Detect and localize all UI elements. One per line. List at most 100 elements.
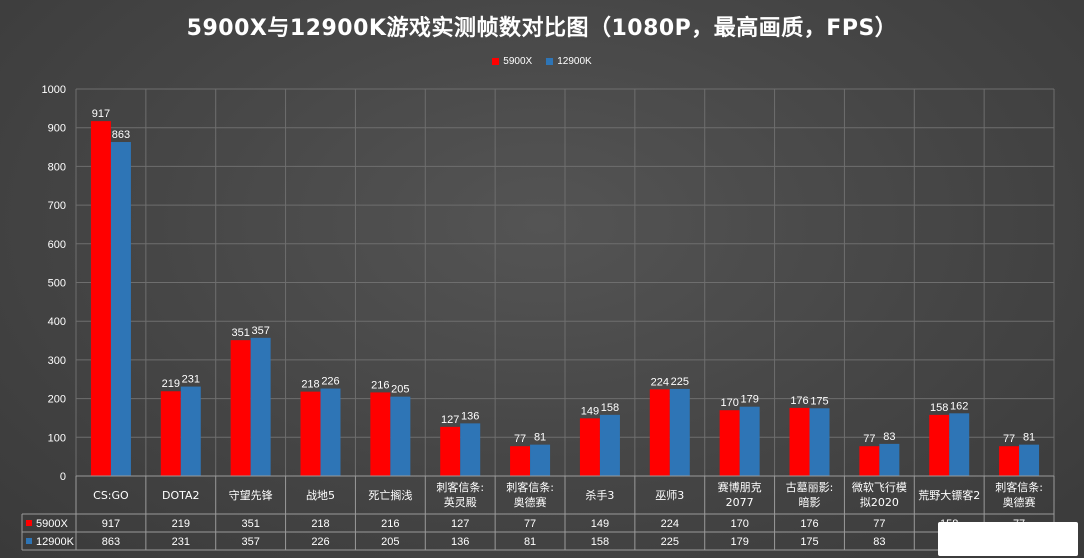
bar-12900k bbox=[460, 423, 481, 476]
y-tick-label: 900 bbox=[48, 123, 66, 135]
table-cell: 917 bbox=[102, 518, 120, 530]
y-tick-label: 800 bbox=[48, 161, 66, 173]
bar-5900x bbox=[440, 426, 461, 476]
y-tick-label: 500 bbox=[48, 278, 66, 290]
table-cell: 136 bbox=[451, 536, 469, 548]
bar-12900k bbox=[390, 396, 411, 476]
category-label: 战地5 bbox=[306, 489, 335, 502]
chart-title: 5900X与12900K游戏实测帧数对比图（1080P，最高画质，FPS） bbox=[186, 16, 898, 41]
table-cell: 205 bbox=[381, 536, 399, 548]
bar-12900k bbox=[879, 443, 900, 476]
bar-12900k bbox=[949, 413, 970, 476]
bar-5900x bbox=[160, 391, 181, 476]
category-label: CS:GO bbox=[93, 489, 129, 502]
table-cell: 149 bbox=[591, 518, 609, 530]
bar-12900k bbox=[809, 408, 830, 476]
bar-5900x bbox=[370, 392, 391, 476]
data-label-12900k: 81 bbox=[534, 432, 546, 444]
category-label: 杀手3 bbox=[585, 488, 614, 502]
bar-5900x bbox=[789, 407, 810, 476]
category-label: 巫师3 bbox=[655, 489, 684, 502]
legend-swatch-12900k bbox=[546, 58, 554, 65]
legend: 5900X 12900K bbox=[0, 56, 1084, 67]
category-label: 荒野大镖客2 bbox=[918, 488, 980, 502]
data-label-5900x: 170 bbox=[720, 397, 738, 409]
table-cell: 216 bbox=[381, 518, 399, 530]
data-label-5900x: 77 bbox=[863, 433, 875, 445]
data-label-5900x: 917 bbox=[92, 108, 110, 120]
bar-12900k bbox=[1019, 444, 1040, 476]
legend-item-5900x: 5900X bbox=[492, 56, 532, 67]
data-label-5900x: 149 bbox=[581, 405, 599, 417]
category-label: 赛博朋克 bbox=[718, 480, 762, 494]
data-label-5900x: 218 bbox=[301, 379, 319, 391]
data-label-12900k: 83 bbox=[883, 431, 895, 443]
data-label-5900x: 351 bbox=[231, 327, 249, 339]
table-cell: 225 bbox=[661, 536, 679, 548]
table-cell: 231 bbox=[172, 536, 190, 548]
table-row-header: 12900K bbox=[36, 536, 75, 548]
table-swatch-12900k bbox=[26, 538, 32, 544]
category-label: 古墓丽影: bbox=[786, 481, 834, 494]
category-label: 刺客信条: bbox=[995, 480, 1043, 494]
table-cell: 176 bbox=[800, 518, 818, 530]
category-label: 拟2020 bbox=[860, 495, 899, 509]
category-label: 微软飞行模 bbox=[852, 480, 907, 494]
table-swatch-5900x bbox=[26, 520, 32, 526]
category-label: 暗影 bbox=[799, 495, 821, 509]
table-cell: 179 bbox=[730, 536, 748, 548]
legend-swatch-5900x bbox=[492, 58, 500, 65]
bar-5900x bbox=[999, 446, 1020, 476]
table-cell: 226 bbox=[311, 536, 329, 548]
table-cell: 357 bbox=[241, 536, 259, 548]
table-cell: 863 bbox=[102, 536, 120, 548]
table-cell: 83 bbox=[873, 536, 885, 548]
bar-5900x bbox=[90, 121, 111, 476]
bar-12900k bbox=[110, 142, 131, 477]
bar-12900k bbox=[180, 386, 201, 476]
data-label-12900k: 226 bbox=[321, 376, 339, 388]
table-cell: 158 bbox=[591, 536, 609, 548]
y-tick-label: 100 bbox=[48, 432, 66, 444]
data-label-12900k: 136 bbox=[461, 410, 479, 422]
y-tick-label: 600 bbox=[48, 239, 66, 251]
data-label-5900x: 176 bbox=[790, 395, 808, 407]
bar-12900k bbox=[599, 414, 620, 476]
bar-5900x bbox=[929, 414, 950, 476]
table-cell: 170 bbox=[730, 518, 748, 530]
bar-12900k bbox=[250, 337, 271, 476]
table-cell: 81 bbox=[524, 536, 536, 548]
data-label-12900k: 158 bbox=[601, 402, 619, 414]
bar-12900k bbox=[530, 444, 551, 476]
table-cell: 351 bbox=[241, 518, 259, 530]
bar-12900k bbox=[320, 388, 341, 476]
bar-5900x bbox=[300, 391, 321, 476]
bar-5900x bbox=[510, 446, 531, 476]
data-label-5900x: 216 bbox=[371, 379, 389, 391]
data-label-5900x: 224 bbox=[651, 376, 669, 388]
legend-item-12900k: 12900K bbox=[546, 56, 592, 67]
data-label-12900k: 205 bbox=[391, 384, 409, 396]
category-label: 奥德赛 bbox=[514, 495, 547, 509]
data-label-5900x: 77 bbox=[1003, 433, 1015, 445]
y-tick-label: 700 bbox=[48, 200, 66, 212]
bar-12900k bbox=[739, 406, 760, 476]
table-cell: 224 bbox=[661, 518, 679, 530]
bar-5900x bbox=[649, 389, 670, 476]
y-tick-label: 400 bbox=[48, 316, 66, 328]
table-cell: 77 bbox=[524, 518, 536, 530]
data-label-12900k: 225 bbox=[671, 376, 689, 388]
bar-12900k bbox=[669, 388, 690, 476]
bar-5900x bbox=[230, 340, 251, 476]
watermark bbox=[938, 522, 1078, 556]
category-label: 守望先锋 bbox=[229, 488, 273, 502]
data-label-5900x: 77 bbox=[514, 433, 526, 445]
category-label: 2077 bbox=[726, 496, 754, 509]
category-label: 英灵殿 bbox=[444, 495, 477, 509]
category-label: 死亡搁浅 bbox=[368, 488, 412, 502]
category-label: 刺客信条: bbox=[436, 480, 484, 494]
legend-label-5900x: 5900X bbox=[503, 56, 533, 67]
data-label-12900k: 162 bbox=[950, 400, 968, 412]
data-label-5900x: 219 bbox=[162, 378, 180, 390]
